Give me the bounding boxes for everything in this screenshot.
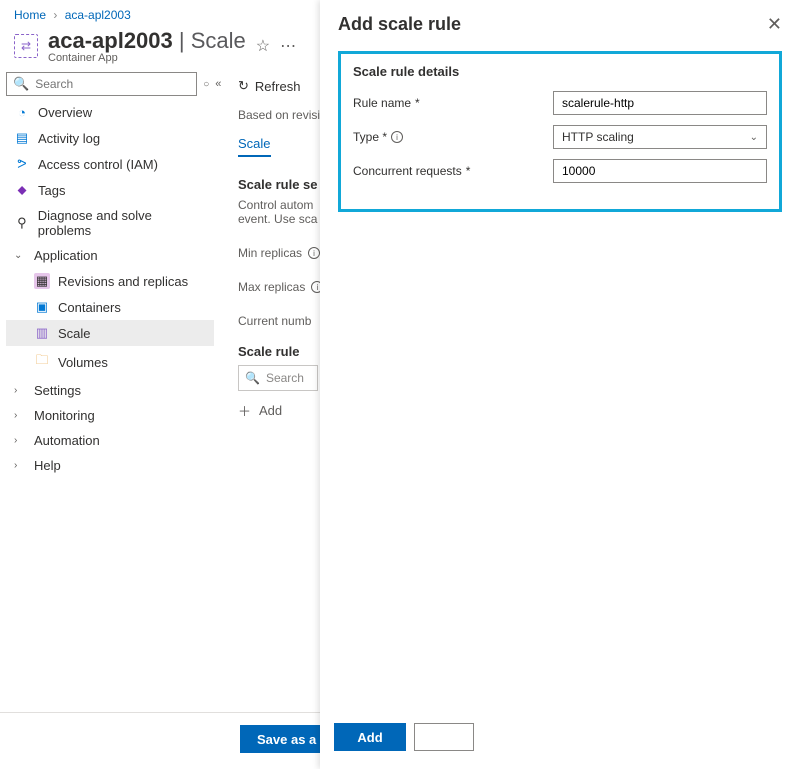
sidebar-item-revisions[interactable]: ▦ Revisions and replicas bbox=[6, 268, 214, 294]
concurrent-input[interactable] bbox=[553, 159, 767, 183]
sidebar-search[interactable]: 🔍 bbox=[6, 72, 197, 96]
sidebar-item-tags[interactable]: ⬥ Tags bbox=[6, 177, 214, 203]
panel-title: Add scale rule bbox=[338, 14, 461, 35]
label: Volumes bbox=[58, 355, 108, 370]
containers-icon: ▣ bbox=[34, 299, 50, 315]
label: Activity log bbox=[38, 131, 100, 146]
label: Application bbox=[34, 248, 98, 263]
sidebar-item-iam[interactable]: ᕗ Access control (IAM) bbox=[6, 151, 214, 177]
resource-type: Container App bbox=[48, 52, 246, 64]
label: Scale bbox=[58, 326, 91, 341]
sidebar-group-application[interactable]: ⌄ Application bbox=[6, 243, 214, 268]
label: Search bbox=[266, 371, 304, 385]
panel-secondary-button[interactable] bbox=[414, 723, 474, 751]
rule-name-input[interactable] bbox=[553, 91, 767, 115]
favorite-icon[interactable]: ☆ bbox=[256, 36, 270, 56]
sidebar-item-volumes[interactable]: 🗀 Volumes bbox=[6, 346, 214, 378]
tab-scale[interactable]: Scale bbox=[238, 132, 271, 157]
refresh-icon[interactable]: ↻ bbox=[238, 78, 249, 94]
sidebar-group-settings[interactable]: › Settings bbox=[6, 378, 214, 403]
sidebar-item-containers[interactable]: ▣ Containers bbox=[6, 294, 214, 320]
scale-rule-details: Scale rule details Rule name Typei HTTP … bbox=[338, 51, 782, 212]
scale-icon: ▥ bbox=[34, 325, 50, 341]
concurrent-label: Concurrent requests bbox=[353, 164, 553, 178]
search-icon: 🔍 bbox=[245, 371, 260, 385]
label: Automation bbox=[34, 433, 100, 448]
resource-icon: ⇄ bbox=[14, 34, 38, 58]
sidebar-group-help[interactable]: › Help bbox=[6, 453, 214, 478]
wrench-icon: ⚲ bbox=[14, 215, 30, 231]
label: Tags bbox=[38, 183, 65, 198]
chevron-down-icon: ⌄ bbox=[14, 250, 26, 261]
revisions-icon: ▦ bbox=[34, 273, 50, 289]
panel-add-button[interactable]: Add bbox=[334, 723, 406, 751]
gauge-icon: ◔ bbox=[14, 105, 30, 120]
chevron-right-icon: › bbox=[14, 435, 26, 446]
info-icon[interactable]: i bbox=[391, 131, 403, 143]
breadcrumb-sep: › bbox=[53, 8, 57, 22]
type-value: HTTP scaling bbox=[562, 130, 634, 144]
more-icon[interactable]: ⋯ bbox=[280, 36, 296, 56]
label: Diagnose and solve problems bbox=[38, 208, 206, 238]
info-icon[interactable]: i bbox=[308, 247, 320, 259]
sidebar-item-activity[interactable]: ▤ Activity log bbox=[6, 125, 214, 151]
label: Monitoring bbox=[34, 408, 95, 423]
resource-name: aca-apl2003 bbox=[48, 28, 173, 53]
folder-icon: 🗀 bbox=[34, 351, 50, 373]
label: Overview bbox=[38, 105, 92, 120]
expand-icon[interactable]: ○ bbox=[203, 79, 209, 90]
label: Revisions and replicas bbox=[58, 274, 188, 289]
search-icon: 🔍 bbox=[13, 76, 29, 92]
close-icon[interactable]: ✕ bbox=[767, 14, 782, 35]
label: Settings bbox=[34, 383, 81, 398]
details-title: Scale rule details bbox=[353, 64, 767, 79]
sidebar-group-monitoring[interactable]: › Monitoring bbox=[6, 403, 214, 428]
people-icon: ᕗ bbox=[14, 156, 30, 172]
sidebar: 🔍 ○ « ◔Overview ▤Activity log ᕗAccess co… bbox=[0, 66, 220, 712]
refresh-button[interactable]: Refresh bbox=[255, 79, 301, 94]
page-section: Scale bbox=[191, 28, 246, 53]
label: Help bbox=[34, 458, 61, 473]
chevron-right-icon: › bbox=[14, 385, 26, 396]
type-label: Typei bbox=[353, 130, 553, 144]
plus-icon: ＋ bbox=[238, 401, 251, 420]
label: Containers bbox=[58, 300, 121, 315]
rule-name-label: Rule name bbox=[353, 96, 553, 110]
chevron-down-icon: ⌄ bbox=[750, 132, 758, 143]
sidebar-item-diagnose[interactable]: ⚲ Diagnose and solve problems bbox=[6, 203, 214, 243]
breadcrumb-resource[interactable]: aca-apl2003 bbox=[65, 8, 131, 22]
tag-icon: ⬥ bbox=[14, 182, 30, 198]
sidebar-search-input[interactable] bbox=[35, 77, 190, 91]
rule-search[interactable]: 🔍 Search bbox=[238, 365, 318, 391]
type-select[interactable]: HTTP scaling ⌄ bbox=[553, 125, 767, 149]
sidebar-group-automation[interactable]: › Automation bbox=[6, 428, 214, 453]
chevron-right-icon: › bbox=[14, 460, 26, 471]
log-icon: ▤ bbox=[14, 130, 30, 146]
breadcrumb-home[interactable]: Home bbox=[14, 8, 46, 22]
page-title: aca-apl2003 | Scale bbox=[48, 28, 246, 54]
label: Add bbox=[259, 403, 282, 418]
add-scale-rule-panel: Add scale rule ✕ Scale rule details Rule… bbox=[320, 0, 800, 769]
label: Access control (IAM) bbox=[38, 157, 158, 172]
sidebar-item-overview[interactable]: ◔ Overview bbox=[6, 100, 214, 125]
chevron-right-icon: › bbox=[14, 410, 26, 421]
sidebar-item-scale[interactable]: ▥ Scale bbox=[6, 320, 214, 346]
